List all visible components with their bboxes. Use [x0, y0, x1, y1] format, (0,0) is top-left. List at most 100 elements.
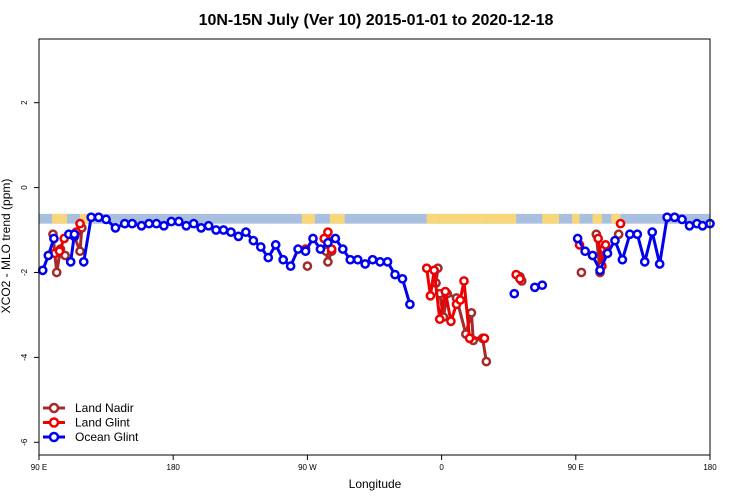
series-0-point-4-0 [576, 267, 587, 278]
series-2-point-2-21 [241, 227, 251, 237]
series-2-point-6-1 [69, 229, 80, 240]
series-1-point-7-5 [446, 316, 456, 327]
series-2-point-2-41 [390, 269, 400, 280]
series-2-point-2-11 [166, 216, 177, 227]
series-2-point-2-12 [173, 216, 184, 227]
series-2-point-5-17 [697, 220, 708, 231]
series-1-point-8-1 [515, 273, 525, 284]
series-1-point-7-1 [425, 290, 436, 301]
series-2-point-5-1 [580, 246, 590, 257]
series-2-point-5-10 [647, 227, 658, 237]
series-2-point-2-1 [86, 212, 97, 223]
series-2-point-2-4 [110, 223, 121, 233]
x-tick-label-5: 180 [703, 463, 717, 472]
series-1-point-1-1 [75, 218, 85, 229]
series-2-point-5-12 [662, 212, 672, 223]
land-span-6 [445, 213, 463, 224]
series-2-point-2-37 [360, 259, 371, 269]
series-2-point-5-5 [610, 235, 620, 246]
series-1-point-7-0 [421, 263, 432, 274]
legend-marker-2 [48, 431, 60, 443]
series-2-point-2-17 [211, 225, 221, 235]
series-2-point-2-27 [285, 261, 296, 271]
series-1-point-5-2 [600, 240, 611, 250]
series-2-point-2-42 [397, 273, 408, 284]
series-1-point-7-3 [434, 314, 445, 325]
series-1-point-0-1 [54, 246, 65, 257]
series-1-point-7-8 [459, 276, 469, 286]
series-2-point-3-0 [509, 288, 520, 299]
land-span-0 [52, 213, 67, 224]
series-2-point-2-26 [278, 254, 289, 265]
x-tick-label-2: 90 W [298, 463, 317, 472]
series-2-point-2-28 [293, 244, 303, 254]
legend-label-1: Land Glint [75, 416, 130, 430]
series-2-point-2-22 [248, 235, 259, 246]
series-2-point-2-33 [330, 233, 341, 244]
series-2-point-5-11 [654, 259, 665, 269]
series-2-point-2-14 [188, 218, 199, 229]
series-2-point-2-32 [323, 237, 333, 248]
x-tick-label-1: 180 [167, 463, 181, 472]
series-layer [37, 212, 715, 367]
series-2-point-0-1 [43, 250, 54, 261]
series-0 [48, 223, 624, 367]
y-axis-label: XCO2 - MLO trend (ppm) [0, 179, 13, 314]
series-2-point-4-1 [537, 280, 548, 291]
series-2-point-2-35 [345, 254, 356, 265]
series-2-point-5-4 [602, 248, 613, 259]
x-axis-label: Longitude [349, 477, 402, 491]
series-0-point-3-1 [323, 257, 333, 267]
series-2-point-0-0 [37, 265, 48, 276]
land-span-3 [329, 213, 345, 224]
series-2-point-2-43 [405, 299, 415, 310]
land-span-2 [301, 213, 315, 224]
series-2-point-2-13 [181, 220, 192, 231]
series-2-point-6-0 [65, 257, 76, 267]
x-tick-label-4: 90 E [568, 463, 584, 472]
series-2-point-2-29 [300, 246, 311, 257]
series-2-point-2-18 [218, 225, 229, 235]
series-2-point-2-2 [93, 212, 104, 223]
land-span-5 [439, 213, 446, 224]
series-2-point-2-8 [144, 218, 154, 229]
series-1-point-3-1 [323, 227, 333, 237]
series-2-point-2-30 [308, 233, 318, 244]
land-span-7 [462, 213, 487, 224]
series-0-point-1-1 [75, 246, 85, 257]
series-2 [37, 212, 715, 310]
series-2-point-5-9 [639, 257, 650, 267]
series-1-point-6-0 [615, 218, 626, 229]
series-2-point-4-0 [529, 282, 540, 293]
land-span-1 [80, 213, 94, 224]
y-axis: 2 0 -2 -4 -6 [20, 100, 39, 446]
series-2-point-5-0 [572, 233, 583, 244]
series-1-point-7-2 [429, 265, 439, 276]
series-2-point-2-16 [203, 220, 214, 231]
series-2-point-2-31 [315, 244, 326, 254]
series-2-point-2-38 [367, 254, 378, 265]
y-tick-label-3: -4 [20, 353, 29, 361]
y-tick-label-4: -6 [20, 438, 29, 446]
series-1-point-5-0 [593, 233, 604, 244]
series-2-point-2-10 [159, 220, 169, 231]
series-2-point-2-34 [337, 244, 348, 254]
land-span-8 [486, 213, 517, 224]
y-tick-label-2: -2 [20, 268, 29, 276]
series-2-point-2-7 [136, 220, 147, 231]
series-2-point-5-7 [625, 229, 635, 240]
series-2-point-2-24 [263, 252, 274, 263]
land-span-9 [542, 213, 560, 224]
series-1-point-7-10 [479, 333, 490, 344]
y-tick-label-0: 2 [20, 100, 29, 105]
x-tick-label-3: 0 [439, 463, 444, 472]
legend-label-0: Land Nadir [75, 401, 134, 415]
series-2-point-2-39 [375, 257, 385, 267]
series-2-point-2-25 [270, 240, 281, 250]
series-2-point-2-6 [127, 218, 138, 229]
series-2-point-2-40 [382, 257, 393, 267]
series-2-point-5-15 [684, 220, 695, 231]
series-2-point-2-3 [101, 214, 111, 225]
series-1-point-7-4 [440, 286, 451, 297]
